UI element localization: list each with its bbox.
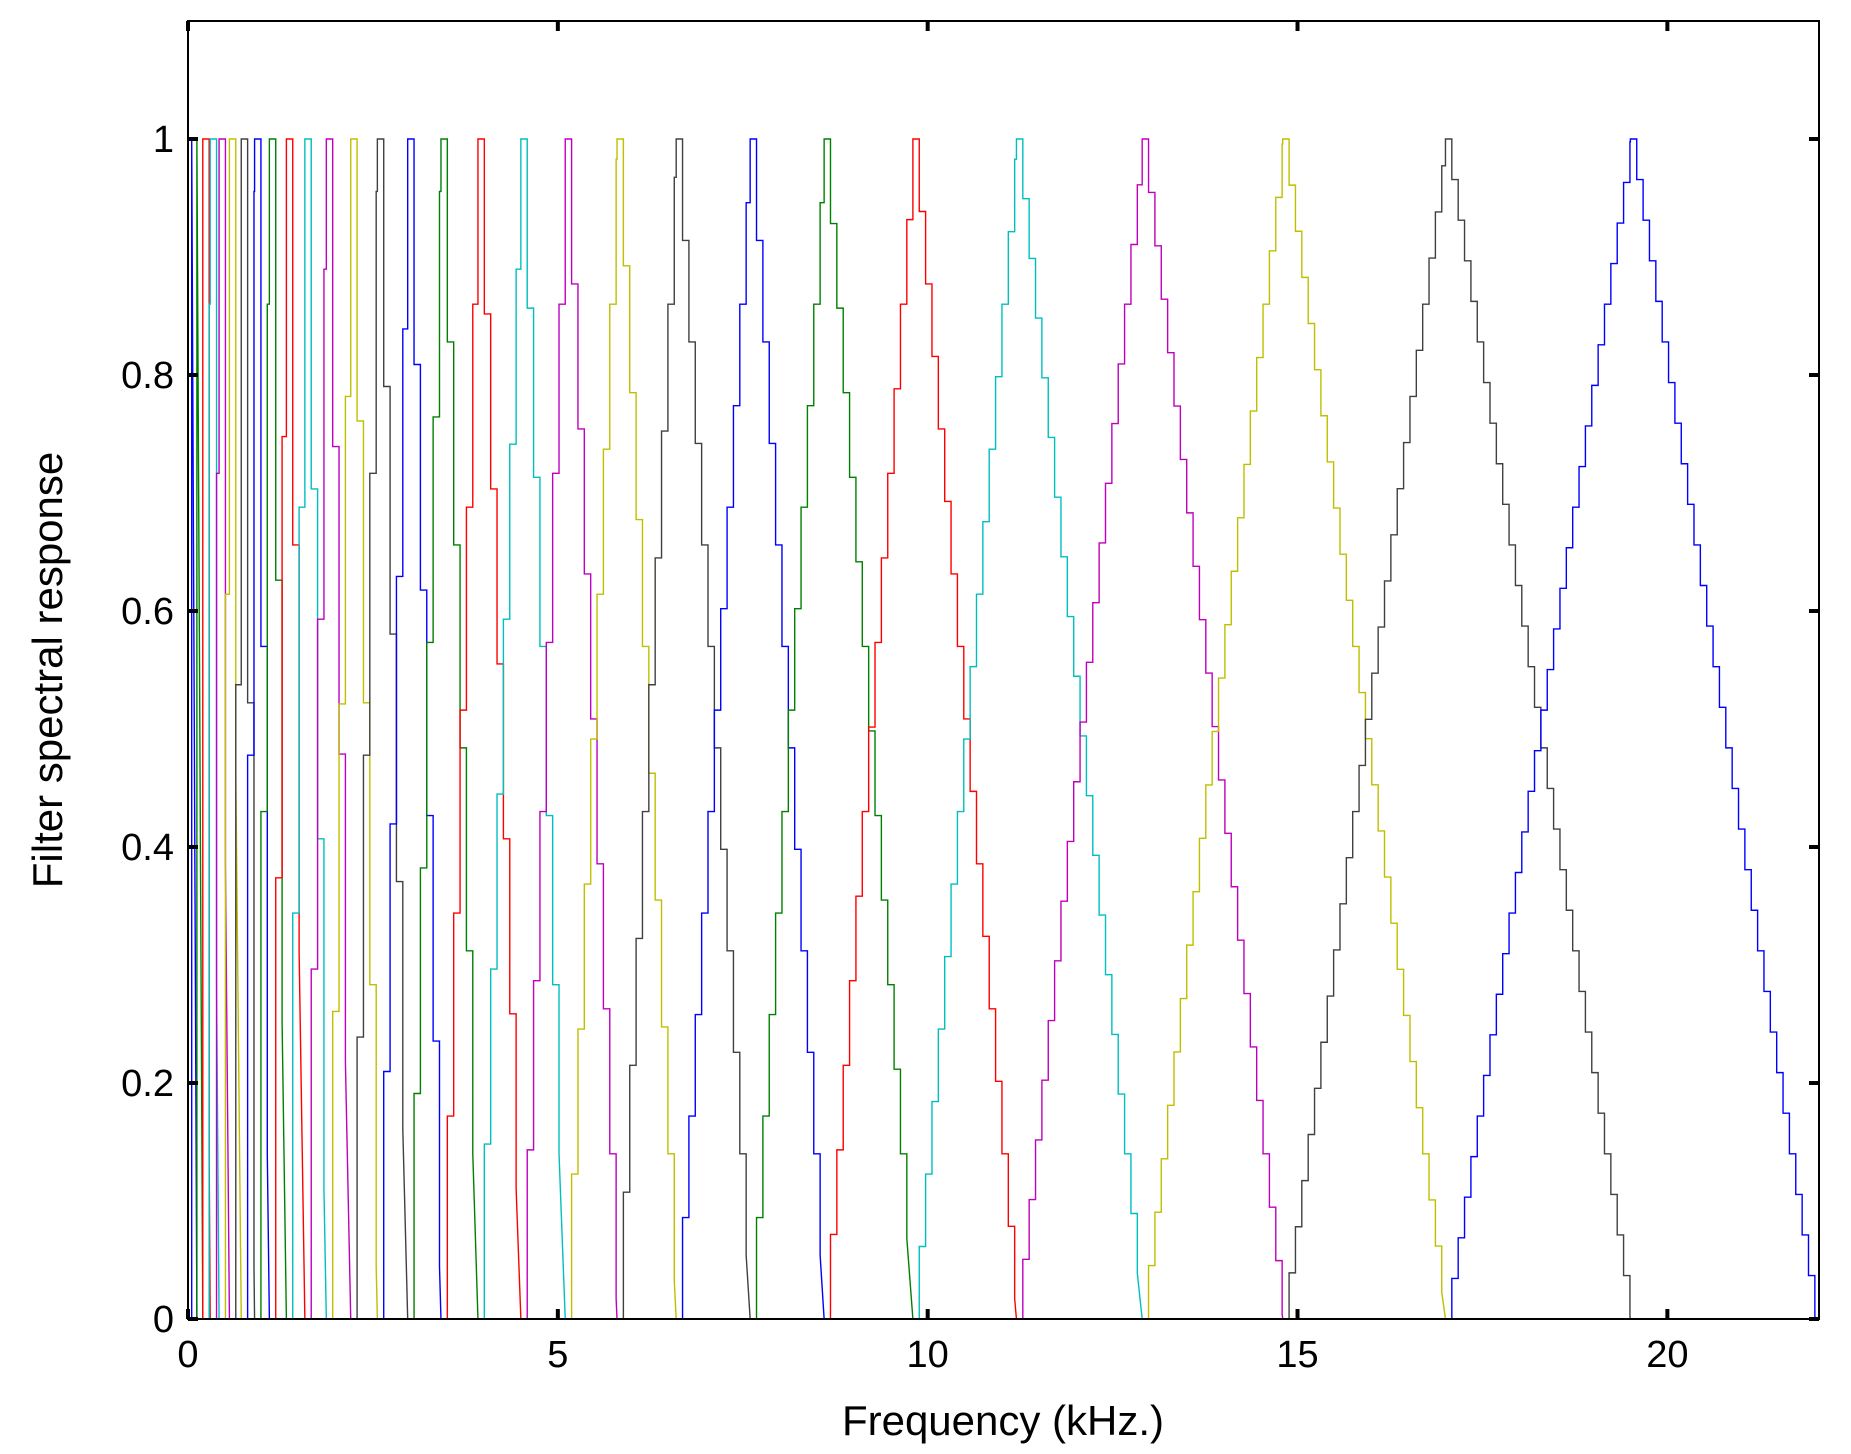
plot-frame [187, 20, 1820, 1320]
filter-curve-18 [188, 138, 1819, 1320]
filter-curve-24 [188, 138, 1819, 1320]
y-tick-label-0: 0 [153, 1299, 174, 1341]
filter-curve-8 [188, 138, 1819, 1320]
x-axis-title: Frequency (kHz.) [842, 1397, 1164, 1444]
filter-curve-25 [188, 138, 1819, 1320]
x-tick-label-0: 0 [177, 1334, 198, 1376]
filter-curve-14 [188, 138, 1819, 1320]
filter-curve-28 [188, 138, 1819, 1320]
filter-curve-29 [188, 138, 1819, 1320]
filter-curve-13 [188, 138, 1819, 1320]
y-tick-label-4: 0.8 [121, 355, 174, 397]
filter-curve-16 [188, 138, 1819, 1320]
y-axis-title: Filter spectral response [24, 452, 71, 889]
x-tick-labels: 0 5 10 15 20 [177, 1334, 1688, 1376]
filter-curve-12 [188, 138, 1819, 1320]
filter-curve-22 [188, 138, 1819, 1320]
x-tick-label-4: 20 [1646, 1334, 1688, 1376]
y-tick-label-5: 1 [153, 119, 174, 161]
filter-curve-20 [188, 138, 1819, 1320]
filter-curve-23 [188, 138, 1819, 1320]
filter-curve-27 [188, 138, 1819, 1320]
filter-curve-15 [188, 138, 1819, 1320]
filter-curve-9 [188, 138, 1819, 1320]
filter-curve-17 [188, 138, 1819, 1320]
y-tick-label-1: 0.2 [121, 1063, 174, 1105]
y-tick-labels: 0 0.2 0.4 0.6 0.8 1 [121, 119, 174, 1341]
filter-curve-26 [188, 138, 1819, 1320]
filter-curve-19 [188, 138, 1819, 1320]
y-tick-label-3: 0.6 [121, 591, 174, 633]
filter-curve-11 [188, 138, 1819, 1320]
x-tick-label-1: 5 [547, 1334, 568, 1376]
y-tick-label-2: 0.4 [121, 827, 174, 869]
x-tick-label-2: 10 [907, 1334, 949, 1376]
filter-curve-21 [188, 138, 1819, 1320]
x-tick-label-3: 15 [1276, 1334, 1318, 1376]
